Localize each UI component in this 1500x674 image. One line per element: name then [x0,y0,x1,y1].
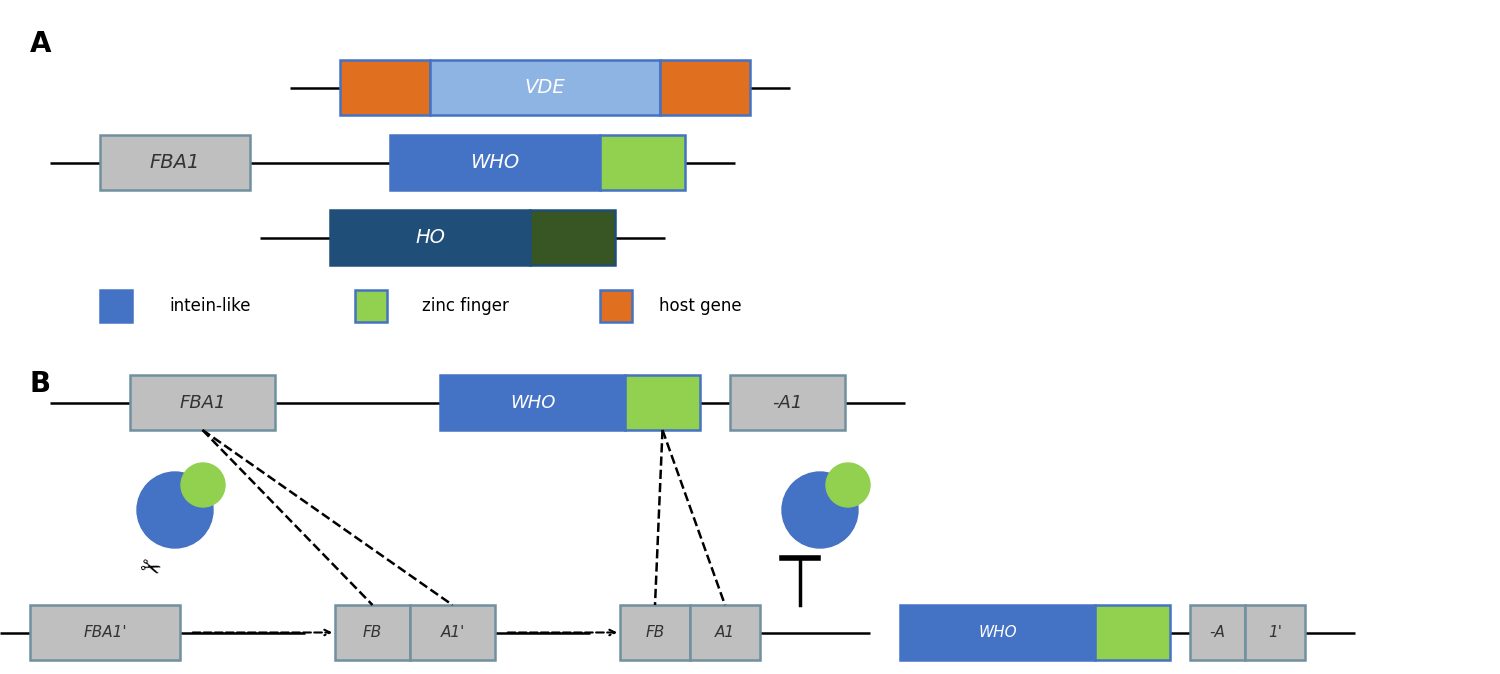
Bar [100,290,132,322]
Circle shape [136,472,213,548]
Bar [530,210,615,265]
Bar [626,375,701,430]
Text: FB: FB [363,625,382,640]
Bar [130,375,274,430]
Bar [620,605,690,660]
Text: zinc finger: zinc finger [422,297,509,315]
Text: A1: A1 [716,625,735,640]
Circle shape [782,472,858,548]
Text: WHO: WHO [978,625,1017,640]
Text: -A1: -A1 [772,394,802,412]
Bar [900,605,1095,660]
Text: FBA1: FBA1 [178,394,226,412]
Bar [690,605,760,660]
Text: WHO: WHO [471,153,519,172]
Bar [390,135,600,190]
Text: B: B [30,370,51,398]
Text: FB: FB [645,625,664,640]
Bar [100,135,250,190]
Text: HO: HO [416,228,446,247]
Text: A: A [30,30,51,58]
Bar [1095,605,1170,660]
Bar [440,375,626,430]
Bar [430,60,660,115]
Bar [660,60,750,115]
Text: FBA1': FBA1' [82,625,128,640]
Bar [356,290,387,322]
Text: A1': A1' [441,625,465,640]
Bar [600,290,632,322]
Text: host gene: host gene [658,297,741,315]
Text: ✂: ✂ [136,555,164,585]
Bar [1245,605,1305,660]
Bar [600,135,686,190]
Text: FBA1: FBA1 [150,153,200,172]
Bar [410,605,495,660]
Bar [340,60,430,115]
Circle shape [182,463,225,507]
Bar [30,605,180,660]
Text: WHO: WHO [510,394,555,412]
Bar [334,605,410,660]
Bar [330,210,530,265]
Circle shape [827,463,870,507]
Text: intein-like: intein-like [170,297,250,315]
Text: -A: -A [1209,625,1225,640]
Text: VDE: VDE [525,78,566,97]
Text: 1': 1' [1268,625,1282,640]
Bar [730,375,844,430]
Bar [1190,605,1245,660]
